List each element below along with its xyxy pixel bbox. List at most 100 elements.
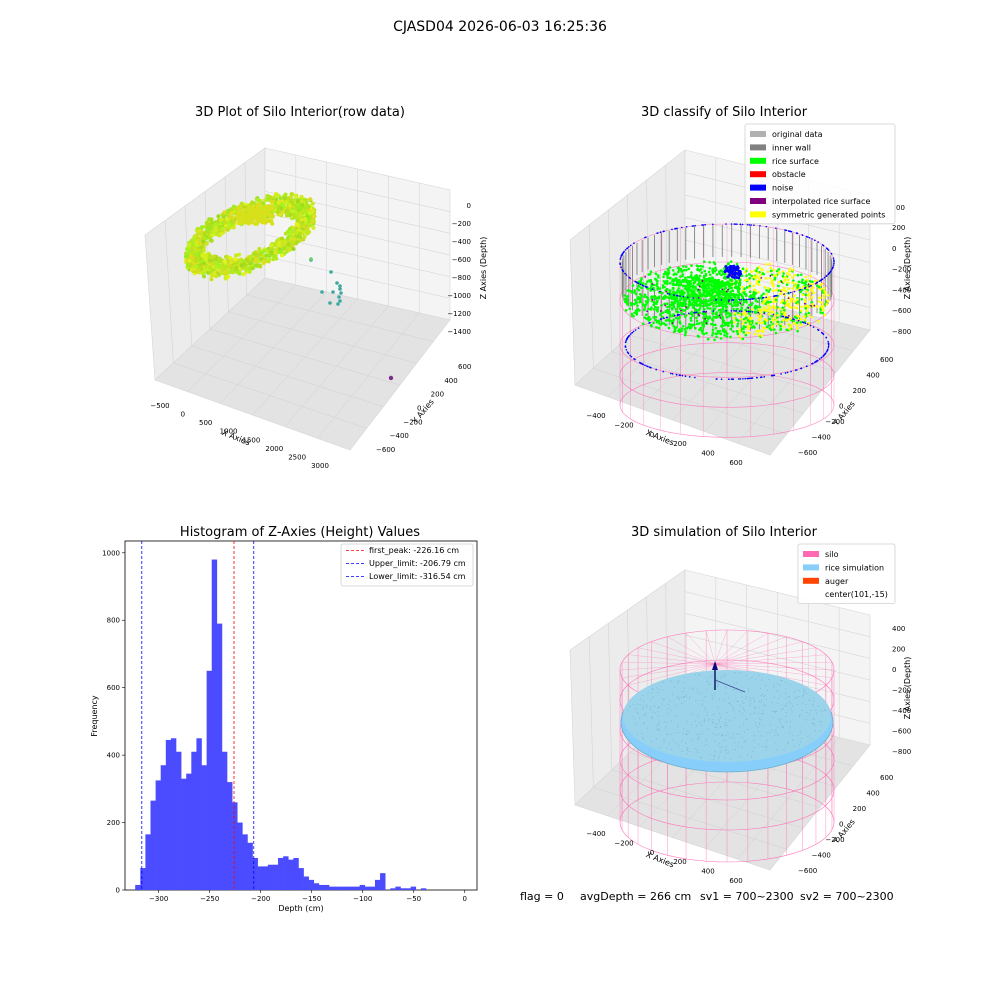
classified-point	[776, 314, 780, 317]
noise-point	[790, 370, 792, 373]
legend-box	[744, 123, 896, 225]
rice-mesh-dot	[698, 674, 700, 676]
raw-point	[283, 192, 288, 197]
classified-point	[696, 267, 699, 271]
classified-point	[811, 283, 814, 286]
noise-point	[726, 269, 730, 273]
classified-point	[724, 322, 727, 326]
interpolated-point	[680, 309, 682, 312]
rice-mesh-dot	[642, 708, 644, 710]
x-tick-label: −200	[614, 421, 633, 429]
rice-mesh-dot	[678, 680, 680, 682]
classified-point	[819, 311, 822, 314]
rice-mesh-dot	[686, 731, 688, 733]
classified-point	[715, 313, 719, 317]
rice-mesh-dot	[752, 697, 754, 699]
rice-surface-point	[710, 276, 714, 280]
rice-surface-point	[714, 301, 718, 305]
classified-point	[690, 271, 693, 274]
rice-mesh-dot	[704, 696, 706, 698]
rice-mesh-dot	[639, 717, 641, 719]
rice-mesh-dot	[765, 705, 767, 707]
classified-point	[639, 300, 643, 304]
noise-point	[673, 314, 676, 317]
raw-point	[299, 217, 304, 222]
noise-point	[726, 275, 730, 279]
noise-point	[671, 373, 674, 375]
rice-mesh-dot	[736, 689, 738, 691]
classified-point	[760, 309, 763, 312]
classified-point	[741, 267, 745, 270]
raw-point	[220, 262, 225, 267]
z-tick-label: −1200	[447, 310, 471, 318]
noise-point	[659, 231, 662, 234]
noise-point	[827, 343, 830, 346]
rice-mesh-dot	[765, 749, 767, 751]
rice-mesh-dot	[774, 684, 776, 686]
rice-mesh-dot	[794, 691, 796, 693]
classified-point	[668, 266, 672, 269]
raw-point	[310, 201, 315, 206]
noise-point	[694, 224, 696, 227]
noise-point	[827, 345, 830, 348]
rice-mesh-dot	[745, 719, 747, 721]
classified-point	[637, 280, 641, 283]
raw-outlier-point	[337, 295, 341, 299]
rice-mesh-dot	[642, 706, 644, 708]
x-tick-label: 400	[701, 450, 714, 458]
noise-point	[812, 326, 815, 328]
raw-point	[183, 254, 188, 259]
rice-surface-point	[699, 294, 703, 298]
raw-point	[278, 196, 283, 201]
raw-point	[293, 193, 298, 198]
rice-mesh-dot	[775, 690, 777, 692]
raw-point	[305, 203, 310, 208]
raw-point	[251, 204, 256, 209]
rice-mesh-dot	[768, 679, 770, 681]
raw-point	[274, 256, 279, 261]
classified-point	[701, 304, 704, 308]
legend-box	[797, 543, 896, 604]
rice-mesh-dot	[728, 751, 730, 753]
noise-point	[695, 311, 698, 314]
x-tick-label: 0	[650, 431, 654, 439]
raw-point	[190, 256, 195, 261]
classified-point	[709, 298, 713, 302]
classified-point	[790, 276, 794, 279]
rice-mesh-dot	[771, 701, 773, 703]
classified-point	[732, 330, 735, 333]
rice-mesh-dot	[723, 676, 725, 678]
rice-mesh-dot	[700, 692, 702, 694]
classified-point	[817, 300, 820, 303]
classified-point	[769, 320, 773, 324]
classified-point	[714, 268, 718, 272]
rice-surface-point	[692, 300, 696, 304]
classified-point	[811, 286, 815, 289]
classified-point	[640, 277, 644, 280]
rice-mesh-dot	[696, 688, 698, 690]
classified-point	[708, 273, 712, 277]
interpolated-point	[725, 290, 728, 293]
rice-mesh-dot	[820, 721, 822, 723]
legend-label: silo	[825, 550, 839, 559]
classified-point	[677, 287, 680, 290]
gridline	[608, 623, 612, 771]
rice-mesh-dot	[712, 696, 714, 698]
classified-point	[714, 332, 717, 336]
silo-roof-line	[714, 663, 835, 671]
classified-point	[770, 273, 774, 277]
rice-mesh-dot	[711, 675, 713, 677]
raw-point	[254, 216, 259, 221]
classified-point	[702, 332, 706, 336]
classified-point	[754, 297, 757, 300]
classified-point	[699, 326, 702, 330]
histogram-bar	[288, 859, 294, 890]
classified-point	[728, 312, 732, 316]
rice-mesh-dot	[712, 698, 714, 700]
raw-point	[227, 222, 232, 227]
classified-point	[764, 276, 768, 280]
classified-point	[769, 266, 773, 270]
classified-point	[777, 267, 781, 271]
raw-point	[212, 271, 217, 276]
noise-point	[634, 329, 637, 331]
